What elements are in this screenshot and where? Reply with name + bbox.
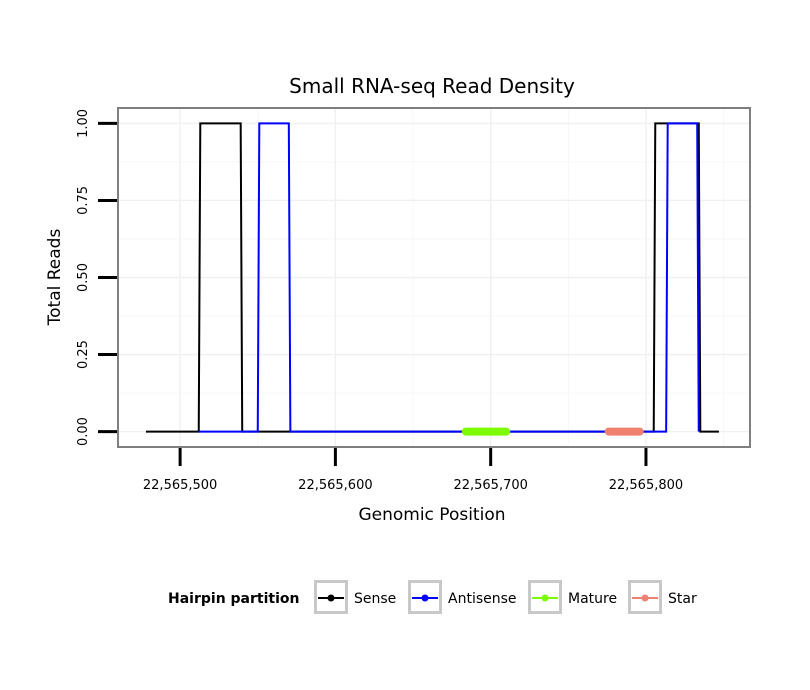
y-tick-label: 1.00 <box>76 109 91 138</box>
series-line-antisense <box>198 122 700 433</box>
legend-item-mature: Mature <box>528 580 617 614</box>
legend-label-star: Star <box>668 591 697 607</box>
legend-key-marker <box>421 594 429 602</box>
y-tick-label: 0.00 <box>76 417 91 446</box>
legend-label-antisense: Antisense <box>448 591 517 607</box>
series-layer <box>145 122 719 436</box>
chart-title: Small RNA-seq Read Density <box>289 74 575 98</box>
legend-label-mature: Mature <box>568 591 617 607</box>
x-tick-label: 22,565,600 <box>298 478 372 493</box>
legend-key-marker <box>641 594 649 602</box>
legend-title: Hairpin partition <box>168 591 299 607</box>
legend-item-star: Star <box>628 580 697 614</box>
y-axis: 0.00 0.25 0.50 0.75 1.00 <box>76 109 117 446</box>
legend-items: Sense Antisense Mature Star <box>314 580 697 614</box>
legend: Hairpin partition Sense Antisense Mature St… <box>168 580 697 614</box>
legend-item-sense: Sense <box>314 580 396 614</box>
y-axis-label: Total Reads <box>45 229 65 327</box>
y-tick-label: 0.25 <box>76 340 91 369</box>
x-tick-label: 22,565,800 <box>609 478 683 493</box>
legend-key-marker <box>327 594 335 602</box>
x-tick-label: 22,565,500 <box>143 478 217 493</box>
y-tick-label: 0.75 <box>76 186 91 215</box>
legend-label-sense: Sense <box>354 591 396 607</box>
legend-item-antisense: Antisense <box>408 580 517 614</box>
x-axis-label: Genomic Position <box>358 505 505 525</box>
x-tick-label: 22,565,700 <box>453 478 527 493</box>
panel-border <box>117 107 751 448</box>
x-axis: 22,565,500 22,565,600 22,565,700 22,565,800 <box>143 448 683 493</box>
grid <box>118 108 750 447</box>
y-tick-label: 0.50 <box>76 263 91 292</box>
legend-key-marker <box>541 594 549 602</box>
